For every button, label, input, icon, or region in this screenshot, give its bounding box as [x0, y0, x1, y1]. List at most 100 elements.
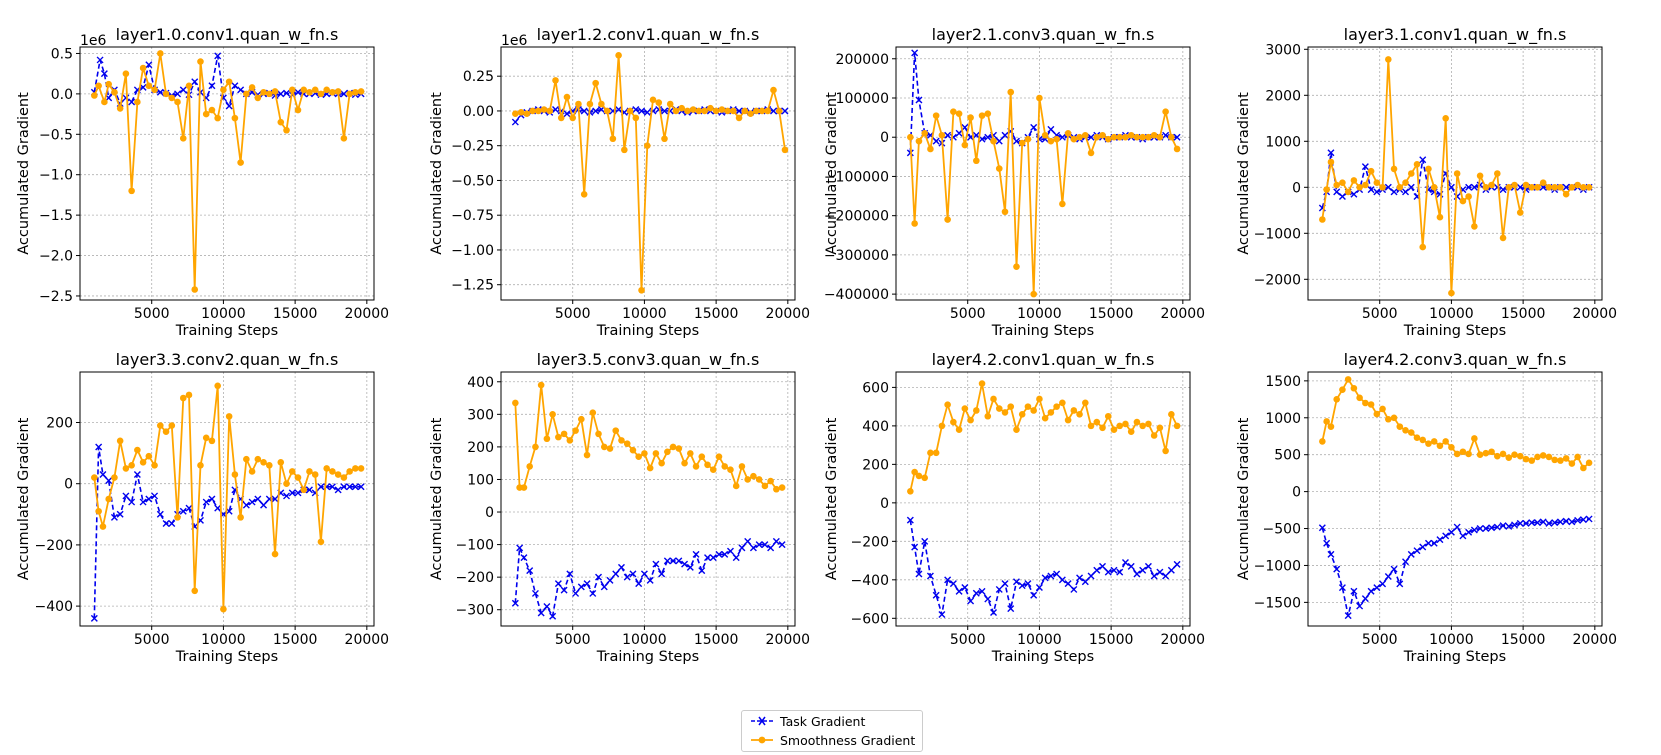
task-gradient-marker	[237, 86, 245, 94]
smoothness-gradient-marker	[773, 485, 780, 493]
task-gradient-marker	[1528, 519, 1536, 527]
y-tick-label: 0.0	[51, 87, 73, 103]
smoothness-gradient-marker	[692, 463, 700, 470]
smoothness-gradient-marker	[116, 105, 124, 112]
task-gradient-marker	[305, 486, 313, 494]
y-tick-label: −400	[851, 573, 889, 589]
task-gradient-marker	[635, 580, 643, 588]
y-tick-label: 0	[1292, 180, 1301, 196]
task-gradient-marker	[283, 89, 291, 97]
smoothness-gradient-marker	[526, 463, 533, 470]
smoothness-gradient-marker	[1173, 145, 1181, 153]
smoothness-gradient-marker	[340, 135, 348, 142]
task-gradient-marker	[995, 137, 1003, 145]
smoothness-gradient-marker	[1476, 172, 1484, 180]
smoothness-gradient-marker	[775, 107, 783, 115]
task-gradient-marker	[105, 477, 113, 485]
task-gradient-marker	[1522, 519, 1530, 527]
smoothness-gradient-marker	[266, 90, 273, 98]
task-gradient-marker	[145, 61, 153, 69]
smoothness-gradient-marker	[174, 514, 181, 521]
smoothness-gradient-marker	[1047, 137, 1055, 145]
smoothness-gradient-marker	[578, 415, 585, 423]
task-gradient-marker	[1384, 183, 1392, 191]
smoothness-gradient-marker	[563, 93, 571, 101]
smoothness-gradient-marker	[1476, 451, 1484, 458]
smoothness-gradient-marker	[741, 107, 749, 115]
smoothness-gradient-marker	[340, 474, 348, 481]
smoothness-gradient-marker	[672, 107, 680, 115]
task-gradient-marker	[595, 573, 603, 581]
smoothness-gradient-marker	[248, 84, 256, 91]
smoothness-gradient-marker	[1150, 131, 1158, 139]
task-gradient-marker	[208, 495, 216, 503]
smoothness-gradient-marker	[202, 434, 210, 442]
y-tick-label: −0.50	[451, 173, 494, 189]
task-gradient-marker	[1419, 156, 1427, 164]
task-gradient-marker	[749, 544, 757, 552]
smoothness-gradient-marker	[603, 107, 611, 115]
smoothness-gradient-marker	[1516, 209, 1524, 216]
legend-task-label: Task Gradient	[780, 713, 866, 729]
smoothness-gradient-marker	[684, 107, 691, 115]
y-axis-label: Accumulated Gradient	[1236, 417, 1252, 580]
task-gradient-marker	[1384, 573, 1392, 581]
task-gradient-marker	[317, 483, 325, 491]
smoothness-gradient-marker	[329, 88, 336, 96]
task-gradient-marker	[715, 550, 723, 558]
smoothness-gradient-marker	[288, 86, 296, 94]
task-gradient-marker	[1407, 183, 1415, 191]
task-gradient-marker	[1327, 550, 1335, 558]
task-gradient-marker	[1367, 186, 1375, 194]
smoothness-gradient-marker	[1551, 456, 1558, 464]
smoothness-gradient-marker	[1122, 420, 1129, 428]
chart-title: layer4.2.conv3.quan_w_fn.s	[1344, 350, 1567, 370]
smoothness-gradient-marker	[225, 78, 233, 86]
smoothness-gradient-marker	[1585, 184, 1593, 191]
smoothness-gradient-marker	[635, 453, 642, 460]
smoothness-gradient-marker	[629, 446, 637, 454]
smoothness-gradient-marker	[732, 482, 740, 490]
task-gradient-marker	[168, 519, 176, 527]
x-tick-label: 15000	[694, 632, 739, 648]
task-gradient-marker	[283, 492, 291, 500]
y-tick-label: −200	[851, 534, 889, 550]
smoothness-gradient-marker	[197, 462, 204, 469]
smoothness-gradient-marker	[1453, 450, 1461, 458]
smoothness-gradient-marker	[1574, 453, 1581, 461]
task-gradient-marker	[1499, 522, 1507, 530]
smoothness-gradient-marker	[1385, 415, 1392, 423]
smoothness-gradient-marker	[1390, 165, 1398, 173]
axes-frame	[1307, 46, 1603, 301]
task-gradient-marker	[738, 544, 746, 552]
task-gradient-marker	[214, 52, 222, 60]
smoothness-gradient-marker	[1534, 453, 1541, 461]
task-gradient-marker	[1035, 584, 1043, 592]
task-gradient-marker	[357, 483, 365, 491]
x-tick-label: 10000	[622, 632, 667, 648]
smoothness-gradient-marker	[1327, 158, 1335, 166]
y-axis-label: Accumulated Gradient	[1236, 92, 1252, 255]
task-gradient-marker	[260, 501, 268, 509]
task-gradient-marker	[735, 107, 743, 115]
smoothness-gradient-marker	[658, 459, 665, 467]
task-gradient-marker	[1007, 605, 1015, 613]
task-gradient-marker	[1344, 612, 1352, 620]
smoothness-gradient-marker	[678, 104, 686, 112]
task-gradient-marker	[1018, 582, 1026, 590]
x-tick-label: 20000	[345, 306, 390, 322]
series-group	[90, 382, 365, 622]
smoothness-gradient-marker	[1168, 411, 1175, 418]
x-tick-label: 5000	[555, 632, 591, 648]
task-gradient-marker	[955, 587, 963, 595]
smoothness-gradient-marker	[191, 286, 199, 293]
smoothness-gradient-marker	[357, 465, 365, 472]
task-gradient-marker	[632, 106, 640, 114]
task-gradient-marker	[185, 504, 193, 512]
smoothness-gradient-marker	[1082, 131, 1089, 139]
smoothness-gradient-marker	[1522, 181, 1530, 189]
smoothness-gradient-marker	[346, 90, 353, 98]
smoothness-gradient-marker	[675, 445, 683, 452]
y-tick-label: −2000	[1254, 272, 1301, 288]
smoothness-gradient-marker	[266, 462, 273, 469]
